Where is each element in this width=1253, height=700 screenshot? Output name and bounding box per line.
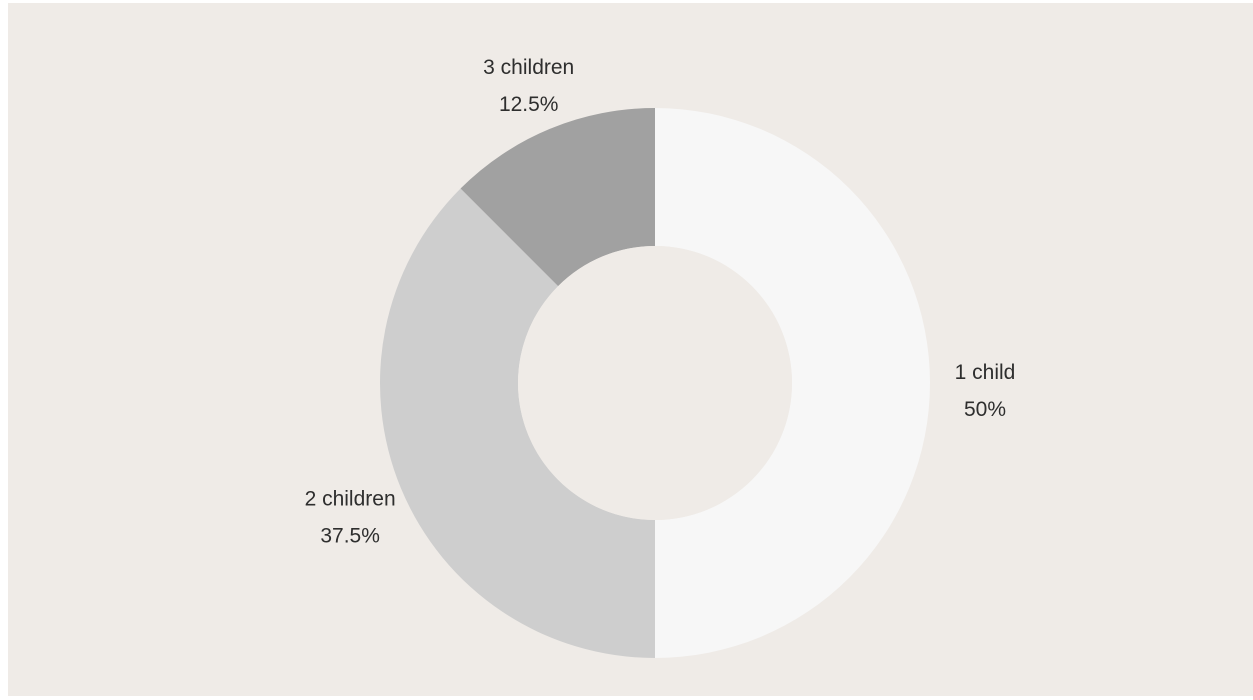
slice-category-label: 1 child [955,361,1016,384]
slice-value-label: 50% [964,398,1006,421]
slice-label: 1 child 50% [955,361,1016,421]
slice-value-label: 12.5% [499,93,559,116]
slice-3-children [460,108,655,287]
slice-label: 2 children 37.5% [305,487,396,547]
slice-value-label: 37.5% [320,524,380,547]
donut-slices [379,108,930,658]
slice-1-child [655,108,930,658]
donut-labels: 1 child 50% 2 children 37.5% 3 children 12.5% [305,56,1016,547]
donut-hole [518,246,792,520]
slice-category-label: 3 children [483,56,574,79]
slice-label: 3 children 12.5% [483,56,574,116]
slice-2-children [379,188,655,658]
slice-category-label: 2 children [305,487,396,510]
